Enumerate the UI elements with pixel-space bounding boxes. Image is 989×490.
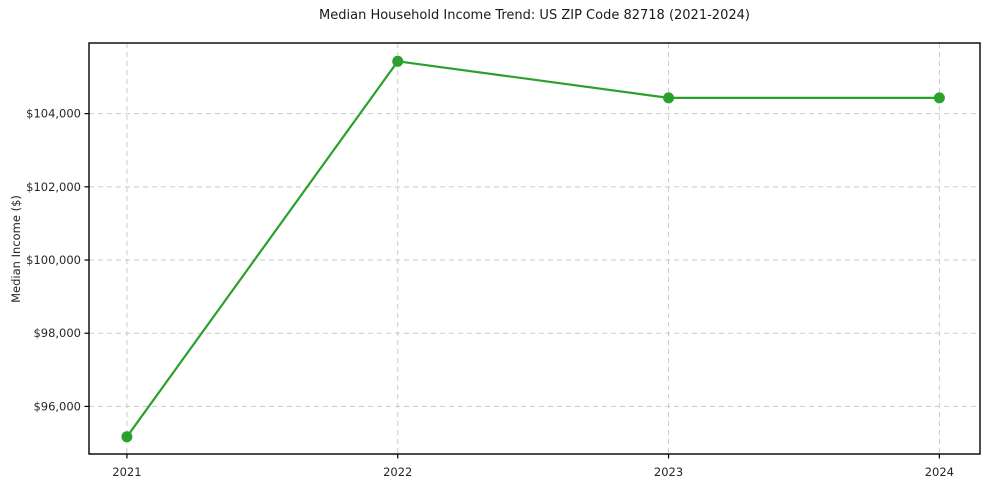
y-tick-label: $102,000 — [26, 180, 81, 194]
y-tick-label: $96,000 — [33, 399, 81, 413]
data-line — [125, 60, 941, 438]
data-point-2022 — [392, 55, 404, 67]
y-tick-label: $98,000 — [33, 326, 81, 340]
data-point-2021 — [121, 431, 133, 443]
x-tick-label: 2024 — [925, 465, 954, 479]
x-tick-label: 2021 — [112, 465, 141, 479]
y-tick-label: $104,000 — [26, 107, 81, 121]
plot-border — [88, 42, 981, 455]
x-tick-label: 2023 — [654, 465, 683, 479]
y-tick-label: $100,000 — [26, 253, 81, 267]
data-point-2024 — [933, 92, 945, 104]
data-point-2023 — [663, 92, 675, 104]
x-tick-label: 2022 — [383, 465, 412, 479]
chart-title: Median Household Income Trend: US ZIP Co… — [319, 8, 750, 23]
